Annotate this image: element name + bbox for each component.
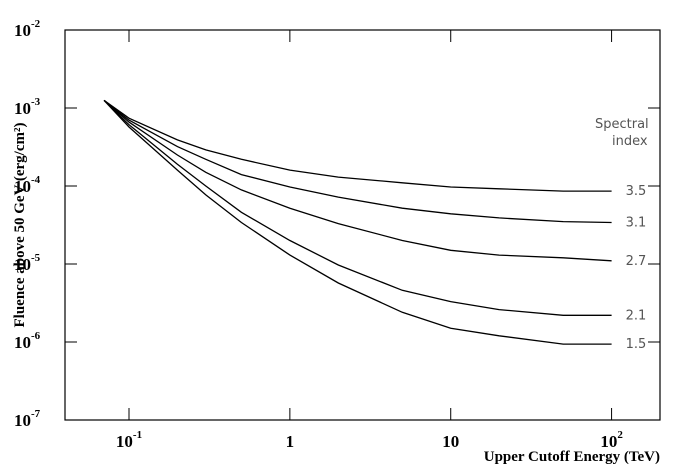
tick-base: 10: [14, 99, 31, 118]
y-tick-label: 10-2: [14, 18, 41, 40]
series-line: [103, 99, 612, 262]
y-axis-title: Fluence above 50 GeV (erg/cm²): [12, 122, 28, 327]
plot-area: Spectral index: [103, 99, 649, 345]
series-line: [103, 99, 612, 224]
curve-label: 2.1: [626, 308, 647, 323]
x-tick-label: 10: [442, 432, 459, 451]
legend-title: index: [612, 134, 648, 149]
tick-exponent: -2: [31, 18, 41, 30]
series-line: [103, 99, 612, 345]
y-tick-label: 10-4: [14, 174, 41, 196]
tick-exponent: -4: [31, 174, 41, 186]
tick-base: 10: [600, 432, 617, 451]
tick-exponent: -1: [133, 429, 142, 441]
tick-base: 10: [14, 255, 31, 274]
tick-exponent: -7: [31, 408, 41, 420]
tick-exponent: -6: [31, 330, 41, 342]
tick-base: 10: [14, 411, 31, 430]
x-tick-label: 10-1: [116, 429, 142, 451]
legend-title: Spectral: [595, 117, 649, 132]
tick-exponent: 2: [617, 429, 623, 441]
tick-exponent: -3: [31, 96, 41, 108]
plot-frame: [64, 29, 661, 421]
curve-label: 3.5: [626, 184, 647, 199]
tick-exponent: -5: [31, 252, 41, 264]
y-tick-label: 10-3: [14, 96, 41, 118]
tick-base: 10: [14, 333, 31, 352]
tick-base: 10: [116, 432, 133, 451]
y-tick-label: 10-7: [14, 408, 41, 430]
y-tick-label: 10-5: [14, 252, 41, 274]
curve-label: 1.5: [626, 337, 647, 352]
curve-label: 2.7: [626, 254, 647, 269]
curve-label: 3.1: [626, 216, 647, 231]
series-line: [103, 99, 612, 316]
tick-base: 10: [14, 21, 31, 40]
series-line: [103, 99, 612, 192]
tick-base: 10: [14, 177, 31, 196]
x-tick-label: 1: [286, 432, 295, 451]
x-axis-title: Upper Cutoff Energy (TeV): [484, 449, 660, 465]
y-tick-label: 10-6: [14, 330, 41, 352]
x-tick-label: 102: [600, 429, 623, 451]
